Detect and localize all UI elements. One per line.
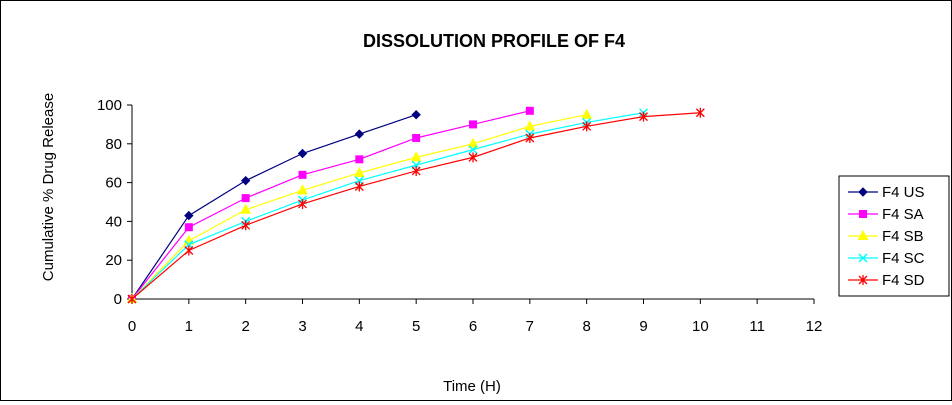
y-tick-label: 100 (97, 97, 122, 114)
series-f4-sd (127, 107, 705, 304)
legend: F4 US F4 SA F4 SB F4 SC F4 SD (838, 175, 950, 297)
data-point (240, 175, 251, 186)
x-axis-label: Time (H) (443, 378, 501, 395)
x-tick-label: 4 (355, 318, 363, 335)
data-point (524, 120, 536, 131)
data-point (297, 184, 308, 195)
x-tick-label: 7 (526, 318, 534, 335)
data-point (525, 106, 534, 115)
legend-entry-f4-sa: F4 SA (848, 206, 924, 223)
x-tick-label: 1 (185, 318, 193, 335)
series-line-f4-sa (131, 110, 530, 300)
legend-marker (858, 275, 868, 285)
x-tick-label: 12 (806, 318, 823, 335)
data-point (469, 120, 477, 129)
legend-label: F4 US (882, 184, 925, 201)
y-tick-label: 80 (105, 136, 122, 153)
x-tick-label: 8 (582, 318, 590, 335)
data-point (240, 203, 251, 214)
x-tick-label: 9 (639, 318, 647, 335)
legend-label: F4 SD (882, 272, 925, 289)
data-point (525, 132, 535, 143)
y-tick-label: 20 (105, 252, 122, 269)
data-point (412, 133, 421, 142)
data-point (297, 148, 308, 159)
data-point (411, 165, 421, 176)
legend-entry-f4-sd: F4 SD (848, 272, 925, 289)
legend-label: F4 SA (882, 206, 924, 223)
y-tick-label: 60 (105, 175, 122, 192)
legend-marker (859, 210, 867, 218)
series-group (126, 106, 705, 304)
legend-entry-f4-sc: F4 SC (848, 250, 925, 267)
series-line-f4-sc (131, 112, 644, 300)
data-point (695, 107, 705, 118)
data-point (241, 220, 251, 231)
data-point (354, 129, 365, 139)
data-point (468, 152, 478, 163)
data-point (354, 166, 365, 177)
data-point (298, 170, 307, 179)
x-tick-label: 0 (128, 318, 136, 335)
legend-entry-f4-sb: F4 SB (848, 228, 924, 245)
data-point (184, 245, 194, 256)
x-tick-label: 6 (469, 318, 477, 335)
legend-label: F4 SC (882, 250, 925, 267)
y-tick-label: 0 (114, 291, 122, 308)
data-point (184, 223, 193, 232)
chart-title: DISSOLUTION PROFILE OF F4 (363, 31, 625, 51)
series-f4-us (127, 109, 421, 304)
data-point (184, 210, 194, 221)
data-point (241, 194, 250, 203)
data-point (355, 155, 364, 164)
data-point (581, 108, 592, 119)
data-point (467, 137, 479, 148)
data-point (127, 294, 137, 304)
series-f4-sc (127, 108, 649, 304)
series-f4-sa (128, 106, 534, 303)
legend-marker (858, 253, 868, 263)
x-tick-label: 2 (241, 318, 249, 335)
x-tick-label: 5 (412, 318, 420, 335)
data-point (468, 145, 478, 155)
series-line-f4-us (131, 114, 417, 300)
legend-marker (858, 187, 868, 197)
data-point (354, 181, 364, 192)
legend-label: F4 SB (882, 228, 924, 245)
data-point (639, 111, 648, 122)
data-point (298, 198, 307, 209)
data-point (410, 151, 422, 162)
data-point (582, 121, 592, 132)
legend-entry-f4-us: F4 US (848, 184, 925, 201)
legend-marker (857, 229, 869, 240)
x-tick-label: 3 (298, 318, 306, 335)
x-tick-label: 10 (692, 318, 709, 335)
y-axis-label: Cumulative % Drug Release (40, 93, 57, 281)
data-point (411, 109, 421, 120)
x-tick-label: 11 (749, 318, 765, 335)
y-tick-label: 40 (105, 213, 122, 230)
